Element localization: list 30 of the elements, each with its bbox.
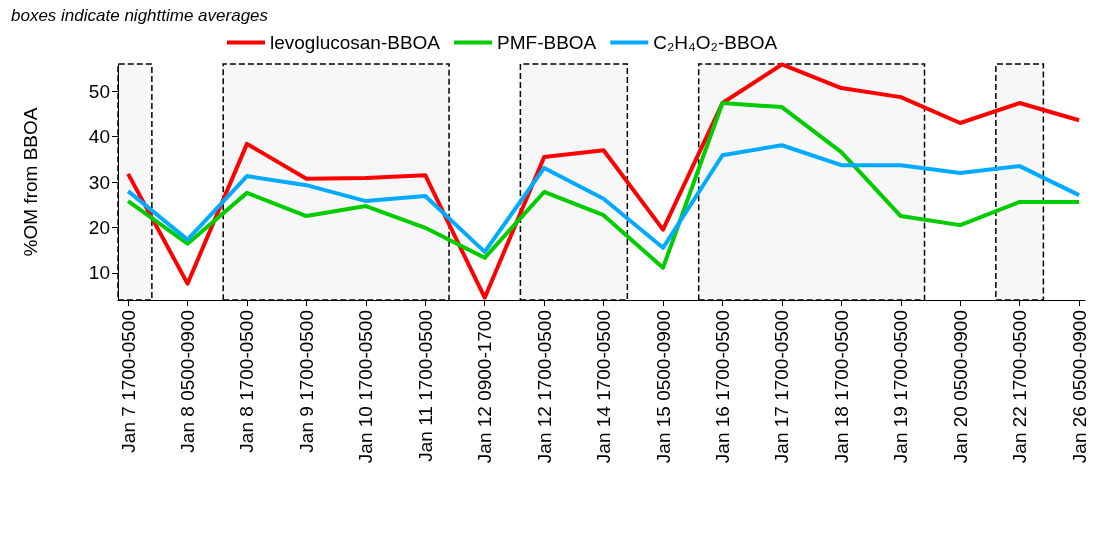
x-tick-label: Jan 22 1700-0500 — [1009, 310, 1031, 464]
x-tick-label: Jan 26 0500-0900 — [1068, 310, 1090, 464]
y-tick-label: 50 — [88, 80, 110, 102]
x-tick-label: Jan 12 0900-1700 — [474, 310, 496, 464]
x-tick-label: Jan 10 1700-0500 — [355, 310, 377, 464]
line-series — [126, 143, 1082, 254]
chart-title: boxes indicate nighttime averages — [11, 6, 269, 25]
x-tick-label: Jan 8 1700-0500 — [236, 310, 258, 453]
x-tick-label: Jan 9 1700-0500 — [295, 310, 317, 453]
y-tick-label: 10 — [88, 262, 110, 284]
legend-label: levoglucosan-BBOA — [270, 32, 441, 53]
x-tick-label: Jan 12 1700-0500 — [533, 310, 555, 464]
x-tick-label: Jan 8 0500-0900 — [177, 310, 199, 453]
legend-label: PMF-BBOA — [497, 32, 597, 53]
line-series — [126, 62, 1082, 300]
x-tick-label: Jan 18 1700-0500 — [830, 310, 852, 464]
line-series — [126, 101, 1082, 270]
x-tick-label: Jan 15 0500-0900 — [652, 310, 674, 464]
y-tick-label: 40 — [88, 126, 110, 148]
x-tick-label: Jan 20 0500-0900 — [949, 310, 971, 464]
y-tick-label: 30 — [88, 171, 110, 193]
x-tick-label: Jan 16 1700-0500 — [711, 310, 733, 464]
legend-label: C₂H₄O₂-BBOA — [653, 32, 778, 53]
x-tick-label: Jan 7 1700-0500 — [117, 310, 139, 453]
y-tick-label: 20 — [88, 216, 110, 238]
x-tick-label: Jan 17 1700-0500 — [771, 310, 793, 464]
x-tick-label: Jan 11 1700-0500 — [414, 310, 436, 462]
x-tick-label: Jan 14 1700-0500 — [593, 310, 615, 464]
x-tick-label: Jan 19 1700-0500 — [890, 310, 912, 464]
y-axis-title: %OM from BBOA — [20, 107, 41, 257]
